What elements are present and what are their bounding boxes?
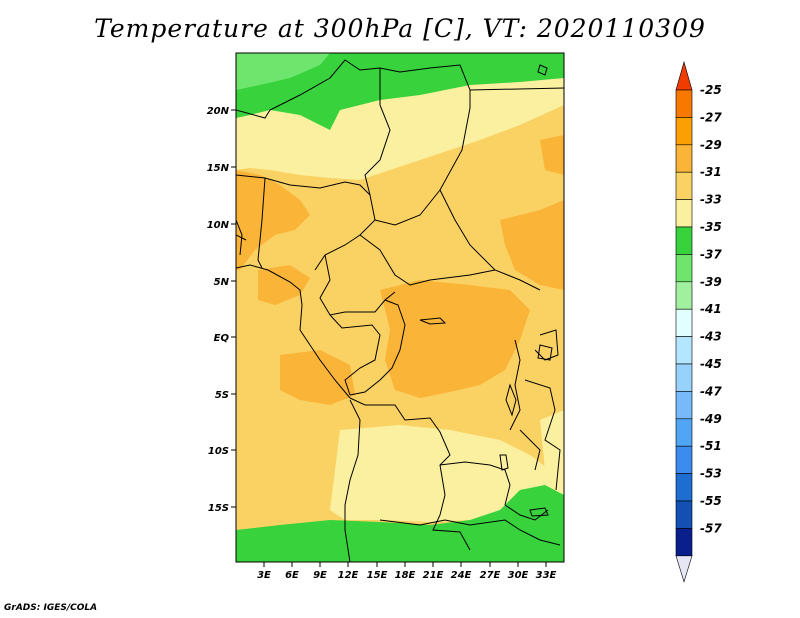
lon-label: 33E bbox=[536, 570, 557, 581]
colorbar-swatch bbox=[675, 308, 693, 337]
field-warm-gulf bbox=[258, 265, 310, 305]
chart-title: Temperature at 300hPa [C], VT: 202011030… bbox=[94, 14, 706, 43]
colorbar-label: -33 bbox=[700, 193, 722, 207]
lat-label: 5N bbox=[214, 277, 230, 288]
field-warm-northeast bbox=[540, 135, 564, 175]
field-warm-west bbox=[236, 170, 310, 270]
colorbar-swatch bbox=[675, 281, 693, 310]
colorbar-swatch bbox=[675, 254, 693, 283]
lat-tick: 20N bbox=[207, 106, 236, 117]
lon-label: 12E bbox=[338, 570, 359, 581]
map-frame bbox=[235, 52, 565, 563]
colorbar-label: -43 bbox=[700, 330, 722, 344]
lon-tick: 12E bbox=[338, 562, 359, 581]
field-cold-south bbox=[236, 485, 564, 562]
colorbar-swatch bbox=[675, 199, 693, 228]
lon-tick: 27E bbox=[480, 562, 501, 581]
colorbar-label: -37 bbox=[700, 247, 722, 261]
lat-label: 15S bbox=[208, 503, 229, 514]
lakes bbox=[419, 64, 553, 517]
lon-label: 15E bbox=[367, 570, 388, 581]
lon-label: 9E bbox=[313, 570, 327, 581]
colorbar-label: -31 bbox=[700, 165, 722, 179]
colorbar-label: -51 bbox=[700, 439, 722, 453]
map-plot-area bbox=[236, 53, 564, 562]
lat-tick: EQ bbox=[214, 333, 236, 344]
colorbar-swatch bbox=[675, 117, 693, 146]
lon-label: 18E bbox=[395, 570, 416, 581]
lon-tick: 18E bbox=[395, 562, 416, 581]
colorbar-swatch bbox=[675, 500, 693, 529]
colorbar-swatch bbox=[675, 363, 693, 392]
lon-tick: 24E bbox=[451, 562, 472, 581]
colorbar-label: -49 bbox=[700, 412, 722, 426]
lat-label: 10S bbox=[208, 446, 229, 457]
lon-label: 24E bbox=[451, 570, 472, 581]
lat-tick: 10N bbox=[207, 220, 236, 231]
credit-text: GrADS: IGES/COLA bbox=[4, 603, 98, 613]
colorbar-swatch bbox=[675, 89, 693, 118]
colorbar-swatch bbox=[675, 445, 693, 474]
lon-tick: 6E bbox=[285, 562, 299, 581]
lat-label: 20N bbox=[207, 106, 230, 117]
colorbar-bottom-arrow bbox=[675, 555, 693, 583]
lon-tick: 15E bbox=[367, 562, 388, 581]
lat-label: EQ bbox=[214, 333, 230, 344]
lon-label: 6E bbox=[285, 570, 299, 581]
colorbar-swatch bbox=[675, 226, 693, 255]
colorbar-swatch bbox=[675, 144, 693, 173]
lon-label: 21E bbox=[423, 570, 444, 581]
lat-tick: 5S bbox=[215, 390, 236, 401]
colorbar-swatch bbox=[675, 171, 693, 200]
lat-tick: 15N bbox=[207, 163, 236, 174]
lon-tick: 3E bbox=[257, 562, 271, 581]
colorbar-swatch bbox=[675, 528, 693, 557]
field-pale-south bbox=[330, 425, 564, 525]
colorbar-label: -25 bbox=[700, 83, 722, 97]
colorbar-label: -29 bbox=[700, 138, 722, 152]
lat-label: 10N bbox=[207, 220, 230, 231]
country-borders bbox=[236, 59, 564, 562]
lat-tick: 10S bbox=[208, 446, 236, 457]
field-warm-coast bbox=[280, 350, 355, 405]
colorbar-label: -41 bbox=[700, 302, 722, 316]
colorbar-swatch bbox=[675, 391, 693, 420]
colorbar-swatch bbox=[675, 473, 693, 502]
lat-label: 15N bbox=[207, 163, 230, 174]
longitude-axis: 3E 6E 9E 12E 15E 18E 21E 24E 27E 30E 33E bbox=[257, 562, 557, 581]
lat-label: 5S bbox=[215, 390, 229, 401]
field-warm-east bbox=[500, 200, 564, 290]
colorbar-label: -39 bbox=[700, 275, 722, 289]
lon-label: 3E bbox=[257, 570, 271, 581]
colorbar: -25 -27 -29 -31 -33 -35 -37 -39 -41 -43 -45 -47 -49 -… bbox=[675, 60, 722, 583]
field-colder-north bbox=[236, 53, 330, 90]
colorbar-label: -57 bbox=[700, 521, 722, 535]
colorbar-label: -35 bbox=[700, 220, 722, 234]
colorbar-label: -53 bbox=[700, 467, 722, 481]
field-cold-north bbox=[236, 53, 564, 130]
field-warm-congo bbox=[380, 280, 530, 398]
lon-tick: 9E bbox=[313, 562, 327, 581]
lon-tick: 30E bbox=[508, 562, 529, 581]
colorbar-swatch bbox=[675, 336, 693, 365]
lat-tick: 5N bbox=[214, 277, 236, 288]
colorbar-label: -47 bbox=[700, 384, 722, 398]
lon-label: 30E bbox=[508, 570, 529, 581]
colorbar-label: -55 bbox=[700, 494, 722, 508]
lat-tick: 15S bbox=[208, 503, 236, 514]
colorbar-swatch bbox=[675, 418, 693, 447]
lon-tick: 33E bbox=[536, 562, 557, 581]
lon-tick: 21E bbox=[423, 562, 444, 581]
latitude-axis: 20N 15N 10N 5N EQ 5S 10S 15S bbox=[207, 106, 236, 514]
colorbar-label: -27 bbox=[700, 110, 722, 124]
colorbar-label: -45 bbox=[700, 357, 722, 371]
colorbar-top-arrow bbox=[675, 60, 693, 91]
lon-label: 27E bbox=[480, 570, 501, 581]
